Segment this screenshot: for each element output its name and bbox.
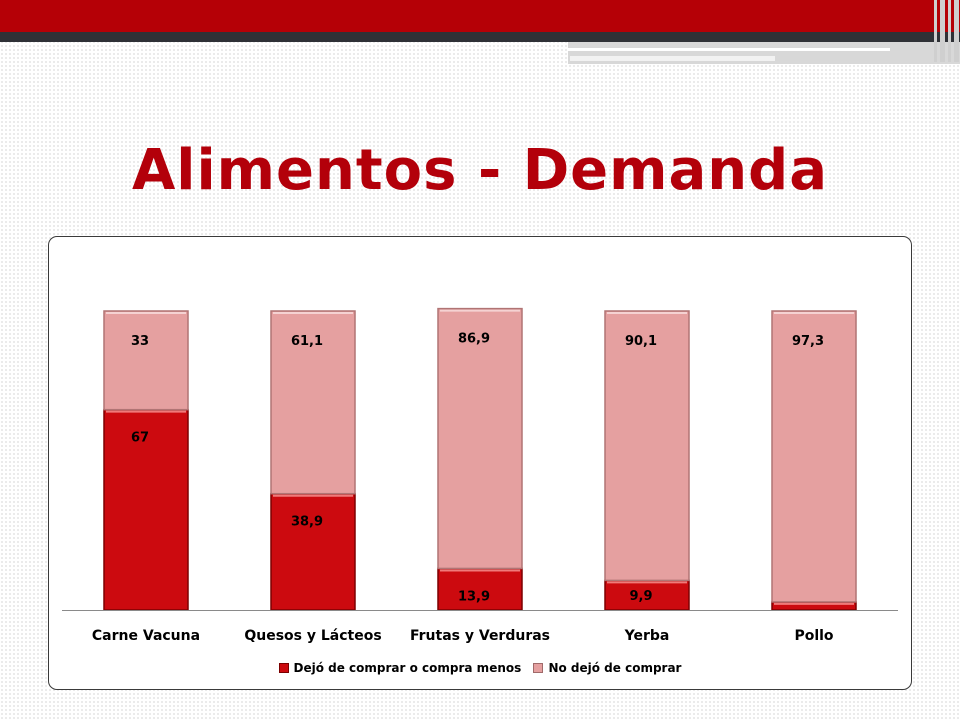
bar-1-3 [604,579,690,611]
bar-2-0 [103,310,189,411]
page-title: Alimentos - Demanda [131,138,829,203]
value-label-2-2: 86,9 [458,332,490,347]
legend-swatch-series-2 [533,663,544,673]
category-label-0: Carne Vacuna [92,628,200,644]
bar-1-1 [270,492,356,611]
legend-swatch-series-1 [278,663,289,673]
header-dark-band [0,32,960,42]
bar-2-4 [771,310,857,603]
legend-item-series-1: Dejó de comprar o compra menos [278,661,522,675]
value-label-1-0: 67 [131,431,149,446]
category-label-4: Pollo [794,628,833,644]
header-red-band [0,0,960,32]
value-label-1-2: 13,9 [458,589,490,604]
value-label-2-0: 33 [131,334,149,349]
category-label-1: Quesos y Lácteos [244,628,381,644]
value-label-2-3: 90,1 [625,334,657,349]
value-label-2-1: 61,1 [291,334,323,349]
header-vertical-bars [932,0,960,62]
header-light-line [570,56,775,61]
legend-item-series-2: No dejó de comprar [533,661,681,675]
bar-2-3 [604,310,690,582]
bar-2-1 [270,310,356,495]
legend-label-series-1: Dejó de comprar o compra menos [293,661,522,675]
value-label-2-4: 97,3 [792,334,824,349]
bar-1-2 [437,567,523,611]
category-label-2: Frutas y Verduras [410,628,550,644]
chart-legend: Dejó de comprar o compra menos No dejó d… [0,661,960,676]
bar-1-0 [103,408,189,611]
bar-2-2 [437,307,523,570]
legend-label-series-2: No dejó de comprar [548,661,682,675]
value-label-1-3: 9,9 [629,589,652,604]
header-white-line [568,48,890,51]
category-label-3: Yerba [624,628,670,644]
value-label-1-1: 38,9 [291,515,323,530]
